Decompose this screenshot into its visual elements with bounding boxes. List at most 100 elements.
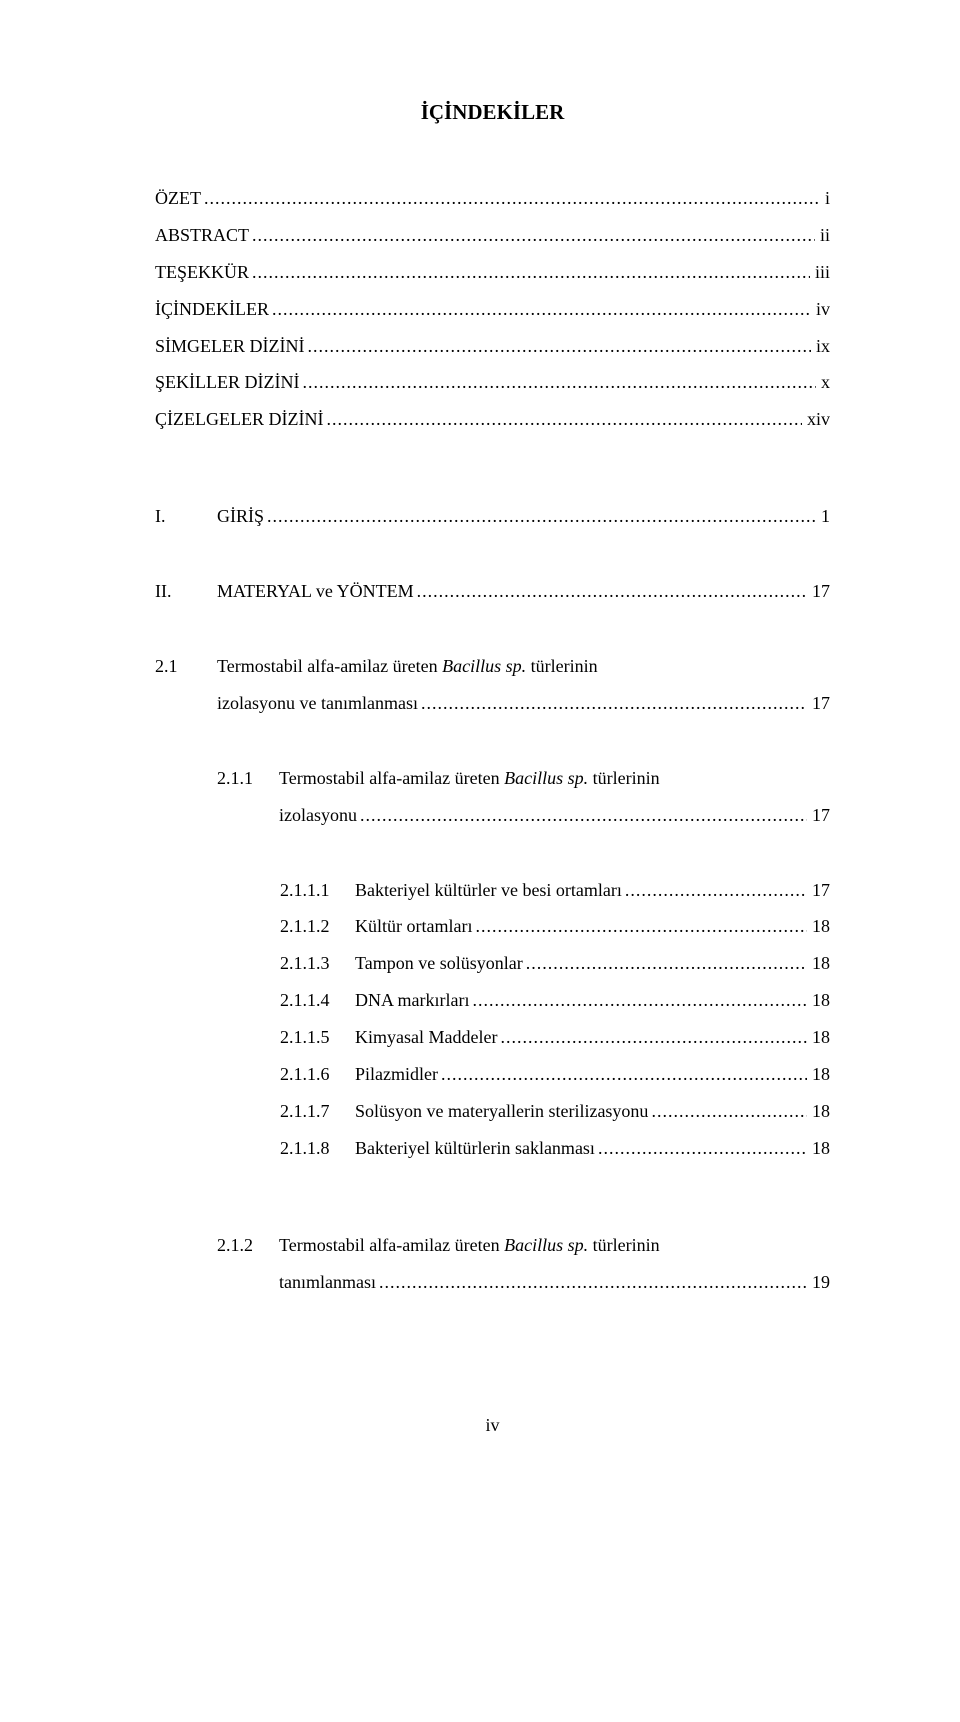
toc-entry: 2.1Termostabil alfa-amilaz üreten Bacill… bbox=[155, 648, 830, 685]
toc-section-number: 2.1.1.8 bbox=[280, 1130, 355, 1167]
toc-leader bbox=[326, 401, 802, 438]
toc-entry: 2.1.1.8Bakteriyel kültürlerin saklanması… bbox=[155, 1130, 830, 1167]
toc-label: Tampon ve solüsyonlar bbox=[355, 945, 523, 982]
toc-entry: 2.1.1.5Kimyasal Maddeler 18 bbox=[155, 1019, 830, 1056]
toc-entry: izolasyonu 17 bbox=[155, 797, 830, 834]
toc-leader bbox=[500, 1019, 807, 1056]
toc-entry: 2.1.1.2Kültür ortamları 18 bbox=[155, 908, 830, 945]
toc-page-number: 18 bbox=[812, 945, 830, 982]
toc-entry: 2.1.1.1Bakteriyel kültürler ve besi orta… bbox=[155, 872, 830, 909]
toc-page-number: 18 bbox=[812, 982, 830, 1019]
toc-label: GİRİŞ bbox=[217, 498, 264, 535]
page-title: İÇİNDEKİLER bbox=[155, 100, 830, 125]
toc-leader bbox=[472, 982, 807, 1019]
toc-leader bbox=[526, 945, 807, 982]
toc-page-number: ix bbox=[816, 328, 830, 365]
toc-page-number: 18 bbox=[812, 1130, 830, 1167]
toc-entry: izolasyonu ve tanımlanması 17 bbox=[155, 685, 830, 722]
toc-leader bbox=[272, 291, 811, 328]
toc-page-number: iii bbox=[815, 254, 830, 291]
toc-label: Kültür ortamları bbox=[355, 908, 472, 945]
toc-page-number: i bbox=[825, 180, 830, 217]
toc-leader bbox=[302, 364, 816, 401]
toc-section-number: 2.1.1.2 bbox=[280, 908, 355, 945]
gap bbox=[155, 438, 830, 498]
gap bbox=[155, 1167, 830, 1227]
toc-page-number: 1 bbox=[821, 498, 830, 535]
toc-entry: SİMGELER DİZİNİ ix bbox=[155, 328, 830, 365]
toc-label: Termostabil alfa-amilaz üreten Bacillus … bbox=[279, 1227, 660, 1264]
toc-entry: ABSTRACT ii bbox=[155, 217, 830, 254]
toc-label: izolasyonu ve tanımlanması bbox=[217, 685, 418, 722]
toc-leader bbox=[379, 1264, 807, 1301]
toc-label: Solüsyon ve materyallerin sterilizasyonu bbox=[355, 1093, 648, 1130]
toc-page-number: 18 bbox=[812, 908, 830, 945]
toc-section-number: 2.1 bbox=[155, 648, 217, 685]
toc-label: Bakteriyel kültürler ve besi ortamları bbox=[355, 872, 622, 909]
toc-label: Termostabil alfa-amilaz üreten Bacillus … bbox=[217, 648, 598, 685]
toc-entry: İÇİNDEKİLER iv bbox=[155, 291, 830, 328]
toc-leader bbox=[651, 1093, 807, 1130]
toc-section-number: 2.1.1.7 bbox=[280, 1093, 355, 1130]
toc-page-number: 17 bbox=[812, 573, 830, 610]
toc-label: SİMGELER DİZİNİ bbox=[155, 328, 304, 365]
toc-entry: ÖZET i bbox=[155, 180, 830, 217]
toc-leader bbox=[267, 498, 816, 535]
toc-entry: 2.1.1.7Solüsyon ve materyallerin sterili… bbox=[155, 1093, 830, 1130]
toc-leader bbox=[598, 1130, 807, 1167]
toc-label: İÇİNDEKİLER bbox=[155, 291, 269, 328]
toc-page-number: ii bbox=[820, 217, 830, 254]
toc-section-number: 2.1.1.3 bbox=[280, 945, 355, 982]
toc-page-number: 19 bbox=[812, 1264, 830, 1301]
toc-label: izolasyonu bbox=[279, 797, 357, 834]
toc-section-number: 2.1.1.5 bbox=[280, 1019, 355, 1056]
toc-entry: 2.1.1.4DNA markırları 18 bbox=[155, 982, 830, 1019]
toc-page-number: x bbox=[821, 364, 830, 401]
toc-leader bbox=[625, 872, 807, 909]
toc-leader bbox=[252, 217, 815, 254]
toc-entry: tanımlanması 19 bbox=[155, 1264, 830, 1301]
toc-page-number: 17 bbox=[812, 685, 830, 722]
toc-label: Termostabil alfa-amilaz üreten Bacillus … bbox=[279, 760, 660, 797]
toc-label: DNA markırları bbox=[355, 982, 469, 1019]
toc-page-number: 18 bbox=[812, 1056, 830, 1093]
toc-leader bbox=[417, 573, 807, 610]
toc-label: ÇİZELGELER DİZİNİ bbox=[155, 401, 323, 438]
toc-section-number: 2.1.2 bbox=[217, 1227, 279, 1264]
toc-entry: TEŞEKKÜR iii bbox=[155, 254, 830, 291]
toc-section-number: 2.1.1 bbox=[217, 760, 279, 797]
toc-section-number: I. bbox=[155, 498, 217, 535]
toc-leader bbox=[475, 908, 807, 945]
toc-label: ÖZET bbox=[155, 180, 201, 217]
toc-page-number: iv bbox=[816, 291, 830, 328]
toc-page-number: 18 bbox=[812, 1019, 830, 1056]
toc-entry: I.GİRİŞ 1 bbox=[155, 498, 830, 535]
toc-entry: 2.1.1.6Pilazmidler18 bbox=[155, 1056, 830, 1093]
toc-section-number: 2.1.1.4 bbox=[280, 982, 355, 1019]
toc-label: Kimyasal Maddeler bbox=[355, 1019, 497, 1056]
toc-container: ÖZETiABSTRACTiiTEŞEKKÜRiiiİÇİNDEKİLERivS… bbox=[155, 180, 830, 1300]
gap bbox=[155, 535, 830, 573]
toc-entry: 2.1.2Termostabil alfa-amilaz üreten Baci… bbox=[155, 1227, 830, 1264]
toc-label: Bakteriyel kültürlerin saklanması bbox=[355, 1130, 595, 1167]
toc-page-number: 17 bbox=[812, 872, 830, 909]
toc-page-number: 18 bbox=[812, 1093, 830, 1130]
toc-section-number: 2.1.1.1 bbox=[280, 872, 355, 909]
toc-label: Pilazmidler bbox=[355, 1056, 438, 1093]
toc-section-number: II. bbox=[155, 573, 217, 610]
toc-label: ABSTRACT bbox=[155, 217, 249, 254]
toc-entry: 2.1.1.3Tampon ve solüsyonlar 18 bbox=[155, 945, 830, 982]
toc-leader bbox=[252, 254, 810, 291]
toc-entry: II.MATERYAL ve YÖNTEM 17 bbox=[155, 573, 830, 610]
toc-leader bbox=[441, 1056, 807, 1093]
toc-label: tanımlanması bbox=[279, 1264, 376, 1301]
toc-label: MATERYAL ve YÖNTEM bbox=[217, 573, 414, 610]
toc-entry: ÇİZELGELER DİZİNİxiv bbox=[155, 401, 830, 438]
toc-leader bbox=[204, 180, 820, 217]
gap bbox=[155, 834, 830, 872]
gap bbox=[155, 722, 830, 760]
toc-page-number: 17 bbox=[812, 797, 830, 834]
gap bbox=[155, 610, 830, 648]
toc-label: TEŞEKKÜR bbox=[155, 254, 249, 291]
toc-label: ŞEKİLLER DİZİNİ bbox=[155, 364, 299, 401]
